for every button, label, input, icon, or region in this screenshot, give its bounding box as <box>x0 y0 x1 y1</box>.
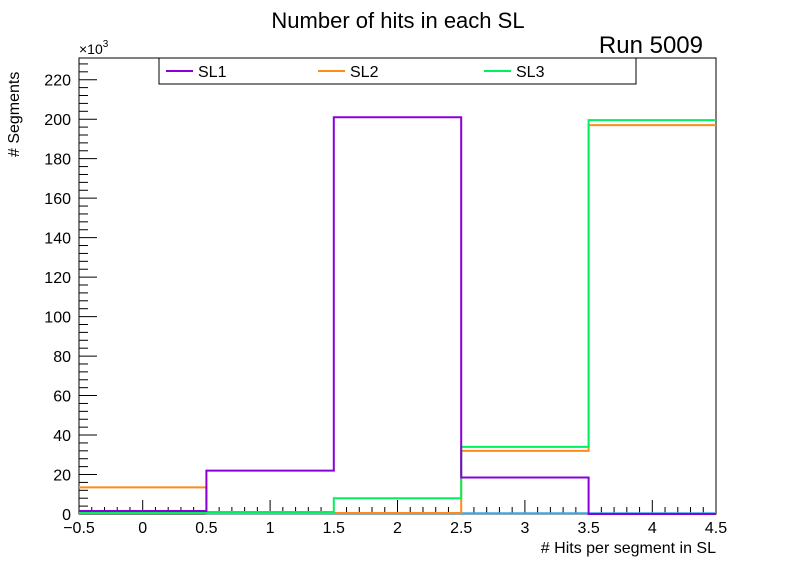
x-tick-label: 2 <box>393 520 402 537</box>
legend-box <box>158 57 637 85</box>
y-tick-label: 100 <box>44 310 71 327</box>
y-tick-label: 60 <box>53 389 71 406</box>
y-tick-label: 220 <box>44 73 71 90</box>
y-axis-label: # Segments <box>6 72 23 157</box>
x-tick-label: 4.5 <box>705 520 727 537</box>
y-tick-label: 40 <box>53 428 71 445</box>
y-tick-label: 160 <box>44 191 71 208</box>
y-tick-label: 0 <box>62 507 71 524</box>
series-line-sl1 <box>79 116 716 515</box>
plot-frame <box>78 57 717 515</box>
y-tick-label: 200 <box>44 112 71 129</box>
x-tick-label: 0.5 <box>195 520 217 537</box>
y-tick-label: 180 <box>44 152 71 169</box>
legend-label: SL3 <box>516 64 545 81</box>
y-tick-label: 80 <box>53 349 71 366</box>
x-tick-label: 1.5 <box>323 520 345 537</box>
chart-title: Number of hits in each SL <box>271 8 524 33</box>
series-line-sl2 <box>79 124 716 515</box>
y-multiplier-exponent: 3 <box>103 39 109 50</box>
series-group <box>79 116 716 515</box>
legend-label: SL2 <box>350 64 379 81</box>
x-tick-label: 2.5 <box>450 520 472 537</box>
y-tick-label: 20 <box>53 468 71 485</box>
y-axis-multiplier: ×103 <box>79 39 109 57</box>
y-multiplier-base: ×10 <box>79 41 103 57</box>
x-tick-label: 1 <box>266 520 275 537</box>
x-tick-label: 3.5 <box>577 520 599 537</box>
x-tick-label: 0 <box>138 520 147 537</box>
x-tick-label: 4 <box>648 520 657 537</box>
y-tick-label: 140 <box>44 231 71 248</box>
series-line-sl3 <box>79 119 716 515</box>
legend-label: SL1 <box>198 64 227 81</box>
legend: SL1 SL2 SL3 <box>158 57 637 85</box>
axes: −0.5 0 0.5 1 1.5 2 2.5 3 3.5 4 4.50204060801001201… <box>44 57 727 537</box>
x-tick-label: −0.5 <box>63 520 95 537</box>
y-tick-label: 120 <box>44 270 71 287</box>
x-axis-label: # Hits per segment in SL <box>541 540 716 557</box>
run-annotation: Run 5009 <box>599 32 703 59</box>
x-tick-label: 3 <box>520 520 529 537</box>
